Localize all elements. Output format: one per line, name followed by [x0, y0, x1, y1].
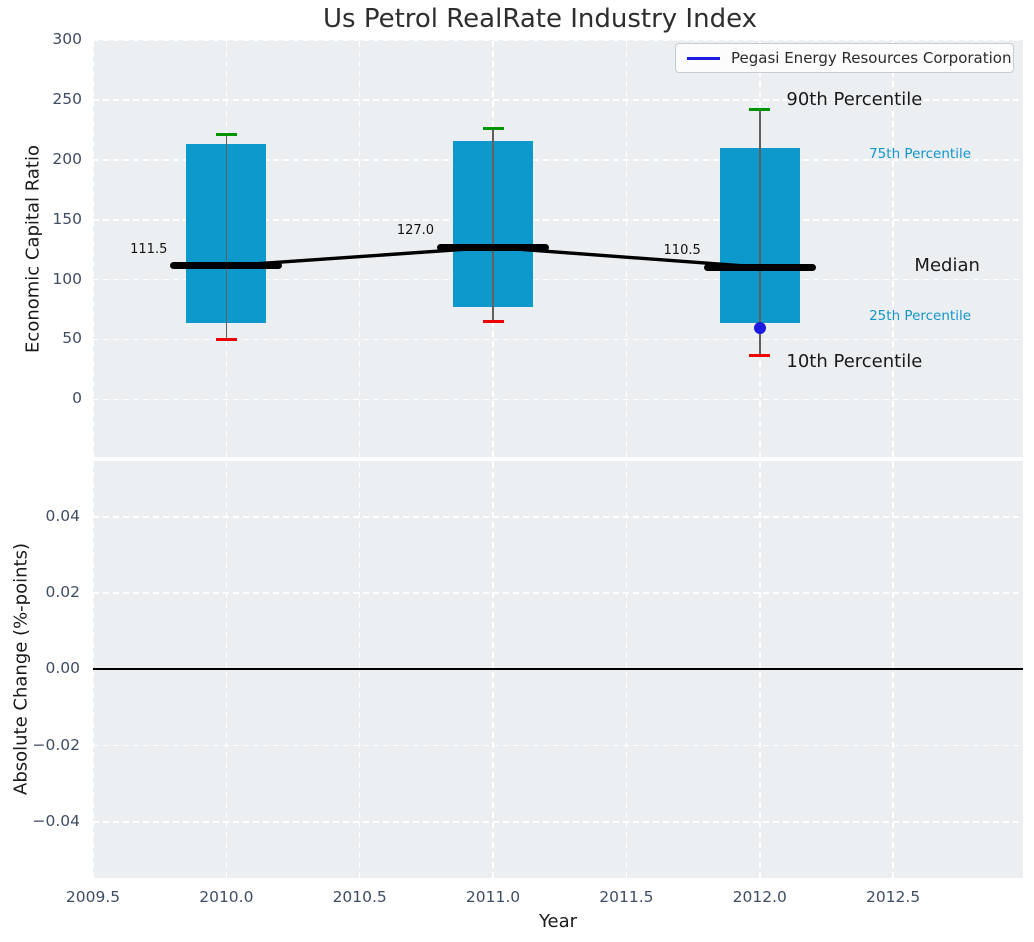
median-value-label: 110.5 — [663, 243, 701, 259]
x-tick-label: 2011.0 — [465, 888, 521, 906]
gridline-horizontal — [93, 278, 1023, 281]
y-tick-label: −0.02 — [32, 735, 81, 754]
p10-cap — [215, 337, 237, 341]
top-plot-area: 111.5 127.0 110.5 — [93, 40, 1023, 457]
x-tick-label: 2011.5 — [599, 888, 654, 906]
whisker-line — [225, 134, 228, 340]
company-point — [753, 321, 766, 334]
gridline-vertical — [358, 40, 361, 457]
y-tick-label: 150 — [52, 209, 82, 228]
gridline-horizontal — [93, 744, 1023, 747]
gridline-horizontal — [93, 592, 1023, 594]
gridline-horizontal — [93, 398, 1023, 401]
p90-cap — [482, 127, 504, 131]
annotation-75th-percentile: 75th Percentile — [869, 145, 972, 162]
y-tick-label: −0.04 — [32, 811, 81, 830]
gridline-vertical — [892, 40, 894, 457]
x-tick-label: 2009.5 — [65, 888, 121, 906]
zero-line — [93, 668, 1023, 671]
annotation-25th-percentile: 25th Percentile — [869, 307, 972, 324]
whisker-line — [759, 109, 761, 356]
y-tick-label: 200 — [52, 149, 82, 168]
gridline-horizontal — [93, 821, 1023, 823]
p90-cap — [215, 133, 237, 137]
y-tick-label: 0.04 — [45, 506, 80, 525]
y-tick-label: 100 — [52, 269, 82, 288]
gridline-vertical — [625, 40, 628, 457]
y-tick-label: 0.02 — [45, 583, 80, 602]
x-tick-label: 2012.0 — [732, 888, 787, 906]
median-segment — [170, 262, 283, 270]
y-tick-label: 0 — [72, 389, 82, 408]
median-segment — [703, 263, 816, 271]
gridline-horizontal — [93, 40, 1023, 42]
p10-cap — [749, 353, 771, 357]
annotation-90th-percentile: 90th Percentile — [786, 89, 923, 111]
legend: Pegasi Energy Resources Corporation — [675, 43, 1014, 73]
y-tick-label: 0.00 — [45, 659, 80, 678]
p10-cap — [482, 320, 504, 324]
gridline-horizontal — [93, 159, 1023, 161]
top-y-axis-label: Economic Capital Ratio — [22, 145, 44, 353]
annotation-median: Median — [914, 255, 980, 277]
gridline-horizontal — [93, 219, 1023, 221]
gridline-horizontal — [93, 516, 1023, 518]
median-segment — [437, 243, 550, 251]
gridline-horizontal — [93, 338, 1023, 341]
y-tick-label: 50 — [62, 329, 82, 348]
x-tick-label: 2010.5 — [332, 888, 387, 906]
gridline-vertical — [93, 40, 94, 457]
x-axis-label: Year — [538, 911, 578, 932]
p90-cap — [749, 108, 771, 112]
y-tick-label: 250 — [52, 90, 82, 109]
median-value-label: 127.0 — [396, 223, 435, 239]
gridline-horizontal — [93, 99, 1023, 101]
legend-label: Pegasi Energy Resources Corporation — [731, 49, 1012, 67]
median-value-label: 111.5 — [130, 241, 168, 257]
chart-title: Us Petrol RealRate Industry Index — [322, 4, 757, 34]
x-tick-label: 2010.0 — [199, 888, 254, 906]
annotation-10th-percentile: 10th Percentile — [786, 351, 923, 373]
legend-line-icon — [687, 56, 720, 60]
whisker-line — [492, 128, 494, 322]
y-tick-label: 300 — [52, 30, 82, 49]
x-tick-label: 2012.5 — [865, 888, 921, 906]
